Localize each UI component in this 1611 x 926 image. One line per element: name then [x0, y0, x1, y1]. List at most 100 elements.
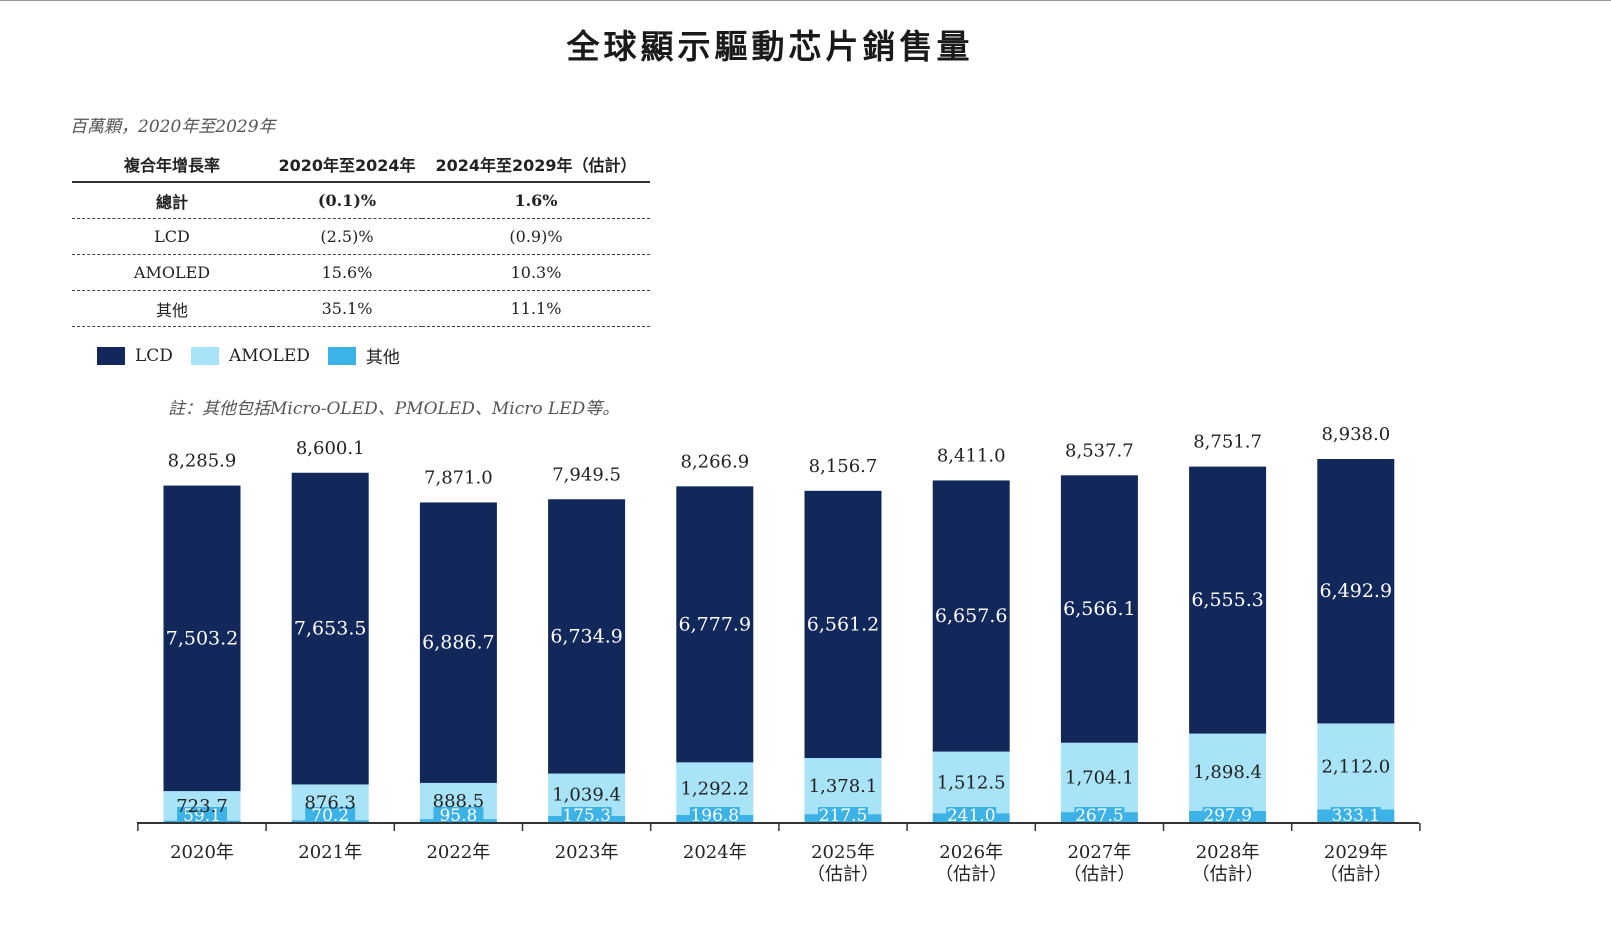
cagr-row-value-1: (0.1)%: [272, 182, 422, 219]
bar-label-lcd: 6,886.7: [422, 632, 495, 654]
bar-total-label: 7,871.0: [424, 467, 493, 488]
bar-segment-lcd: [163, 485, 241, 792]
bar-label-other: 70.2: [311, 806, 349, 826]
top-rule: [0, 0, 1611, 1]
x-tick-sublabel: （估計）: [1192, 864, 1264, 885]
bar-segment-lcd: [1317, 459, 1395, 724]
bar-total-label: 8,938.0: [1321, 424, 1390, 445]
x-tick-label: 2022年: [426, 842, 490, 863]
legend-item-lcd: LCD: [97, 346, 173, 366]
cagr-row-label: LCD: [72, 218, 272, 255]
chart-note: 註：其他包括Micro-OLED、PMOLED、Micro LED等。: [168, 399, 620, 419]
other-label-bg: [177, 807, 227, 822]
bar-label-amoled: 1,512.5: [937, 772, 1006, 793]
bar-segment-amoled: [932, 751, 1010, 814]
x-tick-label: 2029年: [1324, 842, 1388, 863]
bar-label-other: 297.9: [1203, 806, 1252, 826]
other-label-bg: [689, 807, 740, 822]
bar-total-label: 8,751.7: [1193, 432, 1262, 453]
bar-label-lcd: 6,734.9: [550, 625, 623, 647]
bar-segment-lcd: [932, 480, 1010, 752]
bar-segment-amoled: [1317, 723, 1395, 810]
x-tick-sublabel: （估計）: [1063, 864, 1135, 885]
bar-label-other: 175.3: [562, 806, 611, 826]
bar-label-other: 267.5: [1075, 806, 1124, 826]
x-tick-label: 2021年: [298, 842, 362, 863]
x-tick-label: 2026年: [939, 842, 1003, 863]
cagr-row-lcd: LCD (2.5)% (0.9)%: [72, 218, 650, 255]
other-label-bg: [305, 807, 356, 822]
bar-label-lcd: 7,653.5: [294, 618, 367, 640]
bar-label-lcd: 6,492.9: [1320, 580, 1393, 602]
cagr-header-row: 複合年增長率 2020年至2024年 2024年至2029年（估計）: [72, 147, 650, 183]
other-label-bg: [1202, 807, 1253, 822]
legend-label-lcd: LCD: [135, 345, 173, 366]
bar-label-lcd: 6,566.1: [1063, 598, 1136, 620]
bar-segment-lcd: [676, 486, 754, 763]
legend-label-other: 其他: [365, 348, 400, 368]
cagr-header-label: 複合年增長率: [72, 147, 272, 183]
bar-total-label: 8,537.7: [1065, 440, 1134, 461]
bar-label-other: 196.8: [690, 806, 739, 826]
cagr-row-value-2: 10.3%: [422, 254, 650, 291]
bar-segment-amoled: [804, 758, 882, 815]
cagr-row-total: 總計 (0.1)% 1.6%: [72, 182, 650, 219]
bar-total-label: 8,266.9: [680, 451, 749, 472]
bar-label-amoled: 876.3: [304, 792, 356, 813]
bar-label-amoled: 723.7: [176, 796, 228, 817]
bar-total-label: 8,285.9: [168, 451, 237, 472]
legend-label-amoled: AMOLED: [228, 345, 310, 366]
x-tick-label: 2027年: [1067, 842, 1131, 863]
cagr-row-value-2: 11.1%: [422, 290, 650, 327]
other-label-bg: [433, 807, 484, 822]
x-tick-sublabel: （估計）: [1320, 864, 1392, 885]
cagr-row-value-1: 15.6%: [272, 254, 422, 291]
cagr-row-value-2: (0.9)%: [422, 218, 650, 255]
bar-segment-lcd: [804, 490, 882, 759]
x-tick-sublabel: （估計）: [807, 864, 879, 885]
bar-segment-lcd: [1189, 466, 1267, 734]
bar-label-lcd: 7,503.2: [166, 627, 239, 649]
bar-label-lcd: 6,657.6: [935, 605, 1008, 627]
bar-segment-lcd: [419, 502, 497, 783]
bar-label-other: 241.0: [947, 806, 996, 826]
bar-label-other: 59.1: [183, 806, 221, 826]
bar-label-lcd: 6,561.2: [807, 613, 880, 635]
legend-swatch-other: [327, 346, 356, 365]
chart-subtitle: 百萬顆，2020年至2029年: [70, 117, 276, 137]
x-tick-label: 2023年: [555, 842, 619, 863]
bar-label-amoled: 1,704.1: [1065, 767, 1134, 788]
bar-total-label: 7,949.5: [552, 464, 621, 485]
cagr-row-label: 其他: [72, 290, 272, 327]
cagr-row-value-2: 1.6%: [422, 182, 650, 219]
cagr-table: 複合年增長率 2020年至2024年 2024年至2029年（估計） 總計 (0…: [72, 147, 650, 327]
bar-label-amoled: 1,292.2: [680, 779, 749, 800]
other-label-bg: [561, 807, 612, 822]
x-tick-label: 2025年: [811, 842, 875, 863]
chart-title: 全球顯示驅動芯片銷售量: [566, 27, 974, 66]
legend-item-amoled: AMOLED: [190, 345, 310, 366]
bar-label-other: 333.1: [1331, 806, 1380, 826]
cagr-row-amoled: AMOLED 15.6% 10.3%: [72, 254, 650, 291]
cagr-header-period-1: 2020年至2024年: [272, 147, 422, 183]
bar-label-amoled: 888.5: [433, 791, 485, 812]
bar-segment-lcd: [1060, 475, 1138, 743]
bar-label-amoled: 1,039.4: [552, 785, 621, 806]
bar-label-amoled: 2,112.0: [1321, 756, 1390, 777]
bar-segment-amoled: [676, 762, 754, 815]
bar-label-other: 95.8: [439, 806, 477, 826]
bar-total-label: 8,411.0: [937, 445, 1006, 466]
cagr-header-period-2: 2024年至2029年（估計）: [422, 147, 650, 183]
cagr-row-other: 其他 35.1% 11.1%: [72, 290, 650, 327]
cagr-row-label: AMOLED: [72, 254, 272, 291]
cagr-row-value-1: 35.1%: [272, 290, 422, 327]
legend-item-other: 其他: [327, 343, 400, 368]
bar-segment-lcd: [291, 472, 369, 785]
other-label-bg: [1330, 807, 1381, 822]
other-label-bg: [818, 807, 868, 822]
x-tick-label: 2020年: [170, 842, 234, 863]
cagr-row-value-1: (2.5)%: [272, 218, 422, 255]
bar-label-amoled: 1,378.1: [809, 776, 878, 797]
cagr-row-label: 總計: [72, 182, 272, 219]
